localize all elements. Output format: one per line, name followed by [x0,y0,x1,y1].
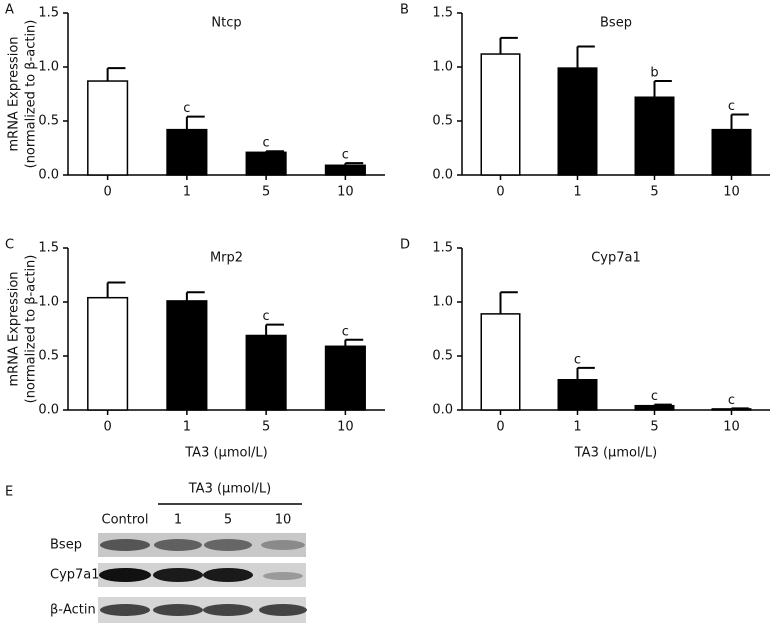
y-tick-label: 0.0 [432,168,453,183]
y-tick-label: 1.5 [38,241,59,256]
panel-letter: D [400,238,410,253]
y-tick-label: 1.0 [432,295,453,310]
bar [480,53,521,176]
y-tick-label: 1.5 [38,6,59,21]
column-label: 1 [174,513,182,528]
blot-strip [98,563,306,587]
x-tick-label: 5 [262,420,270,435]
y-tick-label: 1.0 [38,60,59,75]
annotation: b [650,66,658,81]
x-tick-label: 0 [496,185,504,200]
panel-letter: C [5,238,14,253]
x-tick-label: 5 [650,185,658,200]
x-axis-label: TA3 (μmol/L) [574,446,658,461]
blot-strip [98,597,307,623]
y-tick-label: 1.0 [38,295,59,310]
panel-letter: E [5,485,13,500]
x-tick-label: 10 [723,185,740,200]
bar [87,80,129,176]
x-tick-label: 0 [496,420,504,435]
y-axis-label: mRNA Expression [7,271,22,386]
y-axis-label: mRNA Expression [7,36,22,151]
x-tick-label: 5 [650,420,658,435]
bar [245,334,287,411]
column-label: 5 [224,513,232,528]
annotation: c [728,99,735,114]
blot-strip [98,533,306,557]
annotation: c [651,389,658,404]
y-tick-label: 0.0 [432,403,453,418]
row-label: Bsep [50,538,82,553]
chart-title: Cyp7a1 [591,251,641,266]
annotation: c [728,393,735,408]
row-label: β-Actin [50,603,96,618]
bar [711,408,752,411]
bar [634,404,675,411]
x-tick-label: 0 [103,185,111,200]
annotation: c [342,148,349,163]
bar [711,128,752,176]
y-tick-label: 1.5 [432,6,453,21]
annotation: c [263,309,270,324]
panel-letter: B [400,3,409,18]
y-tick-label: 0.5 [38,114,59,129]
bar [557,379,598,411]
y-tick-label: 0.5 [432,114,453,129]
column-label: 10 [275,513,292,528]
x-tick-label: 1 [573,420,581,435]
bar [324,345,366,411]
bar [324,164,366,176]
y-tick-label: 1.0 [432,60,453,75]
x-tick-label: 10 [723,420,740,435]
bar [87,296,129,411]
chart-title: Mrp2 [210,251,243,266]
y-tick-label: 0.5 [432,349,453,364]
chart-title: Ntcp [211,16,241,31]
bar [166,128,208,176]
y-tick-label: 0.0 [38,168,59,183]
x-tick-label: 10 [337,185,354,200]
annotation: c [183,101,190,116]
bar [480,313,521,411]
panel-letter: A [5,3,14,18]
y-tick-label: 1.5 [432,241,453,256]
blot-header: TA3 (μmol/L) [188,482,272,497]
row-label: Cyp7a1 [50,568,100,583]
x-tick-label: 1 [573,185,581,200]
y-tick-label: 0.0 [38,403,59,418]
annotation: c [263,136,270,151]
chart-title: Bsep [600,16,632,31]
y-tick-label: 0.5 [38,349,59,364]
bar [245,151,287,176]
x-tick-label: 5 [262,185,270,200]
bar [634,96,675,176]
x-tick-label: 0 [103,420,111,435]
x-axis-label: TA3 (μmol/L) [184,446,268,461]
x-tick-label: 1 [183,185,191,200]
x-tick-label: 10 [337,420,354,435]
column-label: Control [102,513,149,528]
y-axis-label: (normalized to β-actin) [24,20,39,169]
bar [166,300,208,411]
annotation: c [342,324,349,339]
bar [557,67,598,176]
annotation: c [574,352,581,367]
x-tick-label: 1 [183,420,191,435]
y-axis-label: (normalized to β-actin) [24,255,39,404]
